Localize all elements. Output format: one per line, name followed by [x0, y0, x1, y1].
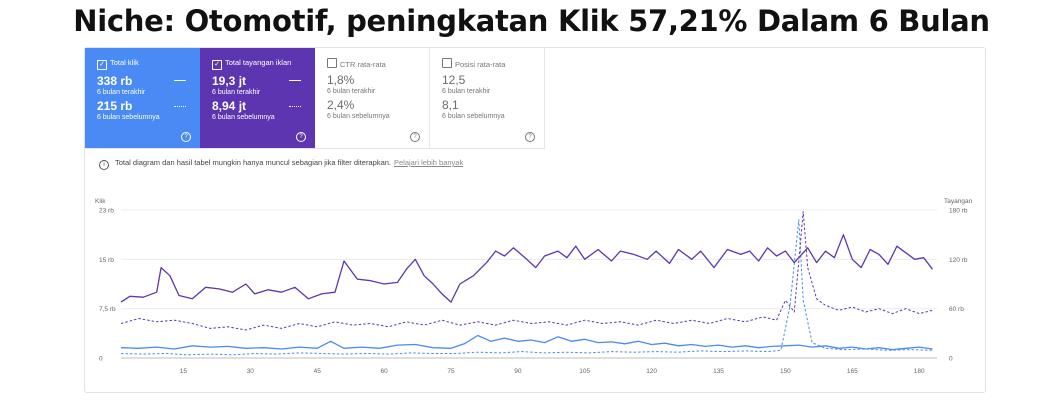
tile-value-current: 12,5 [442, 73, 466, 87]
help-icon[interactable]: ? [410, 132, 420, 142]
tile-label-previous: 6 bulan sebelumnya [327, 113, 390, 120]
page-headline: Niche: Otomotif, peningkatan Klik 57,21%… [73, 4, 990, 38]
tile-label-current: 6 bulan terakhir [327, 88, 376, 95]
series-line-clicks-previous [120, 219, 933, 356]
tile-value-previous: 8,94 jt [212, 99, 247, 113]
tile-label-previous: 6 bulan sebelumnya [212, 114, 275, 121]
y-left-tick-label: 15 rb [99, 257, 114, 264]
tile-title: Posisi rata-rata [455, 60, 506, 69]
x-tick-label: 30 [247, 368, 255, 375]
checkbox-icon[interactable] [442, 58, 452, 68]
x-tick-label: 165 [847, 368, 858, 375]
x-tick-label: 120 [646, 368, 657, 375]
y-right-tick-label: 120 rb [949, 257, 968, 264]
tile-label-current: 6 bulan terakhir [212, 89, 261, 96]
solid-line-legend-icon [174, 80, 186, 81]
info-icon: i [99, 160, 109, 170]
tile-value-current: 19,3 jt [212, 74, 247, 88]
tile-value-current: 1,8% [327, 73, 355, 87]
tile-value-previous: 8,1 [442, 98, 459, 112]
learn-more-link[interactable]: Pelajari lebih banyak [394, 158, 464, 167]
tile-title: CTR rata-rata [340, 60, 386, 69]
tile-label-current: 6 bulan terakhir [97, 89, 146, 96]
filter-notice: i Total diagram dan hasil tabel mungkin h… [99, 158, 463, 170]
y-right-tick-label: 60 rb [949, 306, 964, 313]
y-right-tick-label: 0 [949, 356, 953, 363]
tile-label-previous: 6 bulan sebelumnya [442, 113, 505, 120]
solid-line-legend-icon [289, 80, 301, 81]
x-tick-label: 15 [180, 368, 188, 375]
y-left-axis-label: Klik [95, 198, 106, 205]
notice-text: Total diagram dan hasil tabel mungkin ha… [115, 158, 391, 167]
y-right-axis-label: Tayangan [944, 198, 973, 205]
x-tick-label: 60 [380, 368, 388, 375]
performance-card: ✓ Total klik 338 rb 6 bulan terakhir 215 … [84, 47, 986, 393]
tile-title: Total klik [110, 58, 139, 67]
dotted-line-legend-icon [289, 106, 301, 107]
tile-value-current: 338 rb [97, 74, 133, 88]
y-left-tick-label: 7,5 rb [99, 306, 116, 313]
tiles-divider [85, 148, 545, 149]
tile-title: Total tayangan iklan [225, 58, 292, 67]
y-left-tick-label: 23 rb [99, 208, 114, 215]
x-tick-label: 180 [914, 368, 925, 375]
x-tick-label: 105 [579, 368, 590, 375]
dotted-line-legend-icon [174, 106, 186, 107]
series-line-impressions-previous [120, 211, 933, 331]
x-tick-label: 45 [314, 368, 322, 375]
x-tick-label: 150 [780, 368, 791, 375]
tile-value-previous: 215 rb [97, 99, 133, 113]
help-icon[interactable]: ? [296, 132, 306, 142]
tile-label-previous: 6 bulan sebelumnya [97, 114, 160, 121]
series-line-clicks-current [120, 334, 933, 351]
tile-total-clicks[interactable]: ✓ Total klik 338 rb 6 bulan terakhir 215 … [85, 48, 200, 148]
x-tick-label: 75 [447, 368, 455, 375]
checkbox-icon[interactable] [327, 58, 337, 68]
x-tick-label: 135 [713, 368, 724, 375]
series-line-impressions-current [120, 234, 934, 303]
tile-value-previous: 2,4% [327, 98, 355, 112]
tile-label-current: 6 bulan terakhir [442, 88, 491, 95]
tile-average-position[interactable]: Posisi rata-rata 12,5 6 bulan terakhir 8… [430, 48, 545, 148]
x-tick-label: 90 [514, 368, 522, 375]
help-icon[interactable]: ? [525, 132, 535, 142]
checkbox-icon[interactable]: ✓ [212, 60, 222, 70]
help-icon[interactable]: ? [181, 132, 191, 142]
tile-average-ctr[interactable]: CTR rata-rata 1,8% 6 bulan terakhir 2,4%… [315, 48, 430, 148]
y-right-tick-label: 180 rb [949, 208, 968, 215]
performance-chart: 0 0 7,5 rb 60 rb 15 rb 120 rb 23 rb 180 rb Klik T… [95, 198, 973, 375]
y-left-tick-label: 0 [99, 356, 103, 363]
checkbox-icon[interactable]: ✓ [97, 60, 107, 70]
tile-total-impressions[interactable]: ✓ Total tayangan iklan 19,3 jt 6 bulan te… [200, 48, 315, 148]
